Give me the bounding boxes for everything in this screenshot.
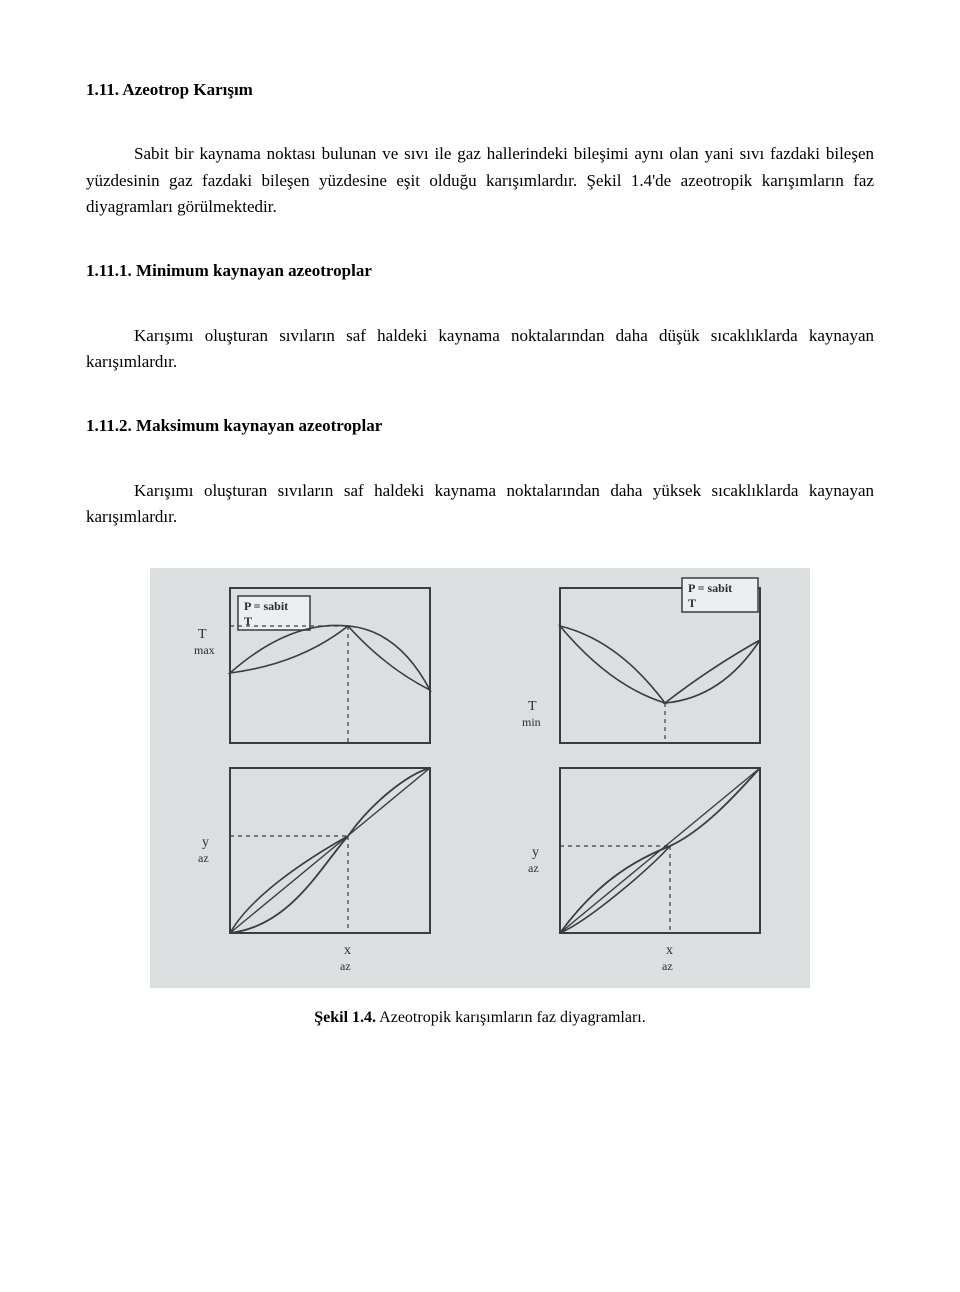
left-top-ylabel-1: T xyxy=(198,627,207,642)
section-heading-1: 1.11. Azeotrop Karışım xyxy=(86,77,874,103)
caption-rest: Azeotropik karışımların faz diyagramları… xyxy=(376,1009,646,1026)
figure-caption: Şekil 1.4. Azeotropik karışımların faz d… xyxy=(150,1006,810,1031)
paragraph-min: Karışımı oluşturan sıvıların saf haldeki… xyxy=(86,323,874,376)
left-xlabel-1: x xyxy=(344,943,351,958)
right-xlabel-1: x xyxy=(666,943,673,958)
left-xlabel-2: az xyxy=(340,959,351,973)
azeotrope-phase-diagram: P = sabit T T max y az xyxy=(150,568,810,988)
right-bot-ylabel-2: az xyxy=(528,861,539,875)
paragraph-max: Karışımı oluşturan sıvıların saf haldeki… xyxy=(86,478,874,531)
section-heading-2: 1.11.1. Minimum kaynayan azeotroplar xyxy=(86,258,874,284)
section-heading-3: 1.11.2. Maksimum kaynayan azeotroplar xyxy=(86,413,874,439)
left-box-line1: P = sabit xyxy=(244,599,288,613)
figure-container: P = sabit T T max y az xyxy=(150,568,810,1031)
left-bot-ylabel-1: y xyxy=(202,835,209,850)
paragraph-intro: Sabit bir kaynama noktası bulunan ve sıv… xyxy=(86,141,874,220)
right-bot-ylabel-1: y xyxy=(532,845,539,860)
left-top-ylabel-2: max xyxy=(194,643,215,657)
right-xlabel-2: az xyxy=(662,959,673,973)
right-top-ylabel-2: min xyxy=(522,715,541,729)
left-bot-ylabel-2: az xyxy=(198,851,209,865)
right-top-ylabel-1: T xyxy=(528,699,537,714)
right-box-line2: T xyxy=(688,596,696,610)
right-box-line1: P = sabit xyxy=(688,581,732,595)
caption-bold: Şekil 1.4. xyxy=(314,1009,376,1026)
